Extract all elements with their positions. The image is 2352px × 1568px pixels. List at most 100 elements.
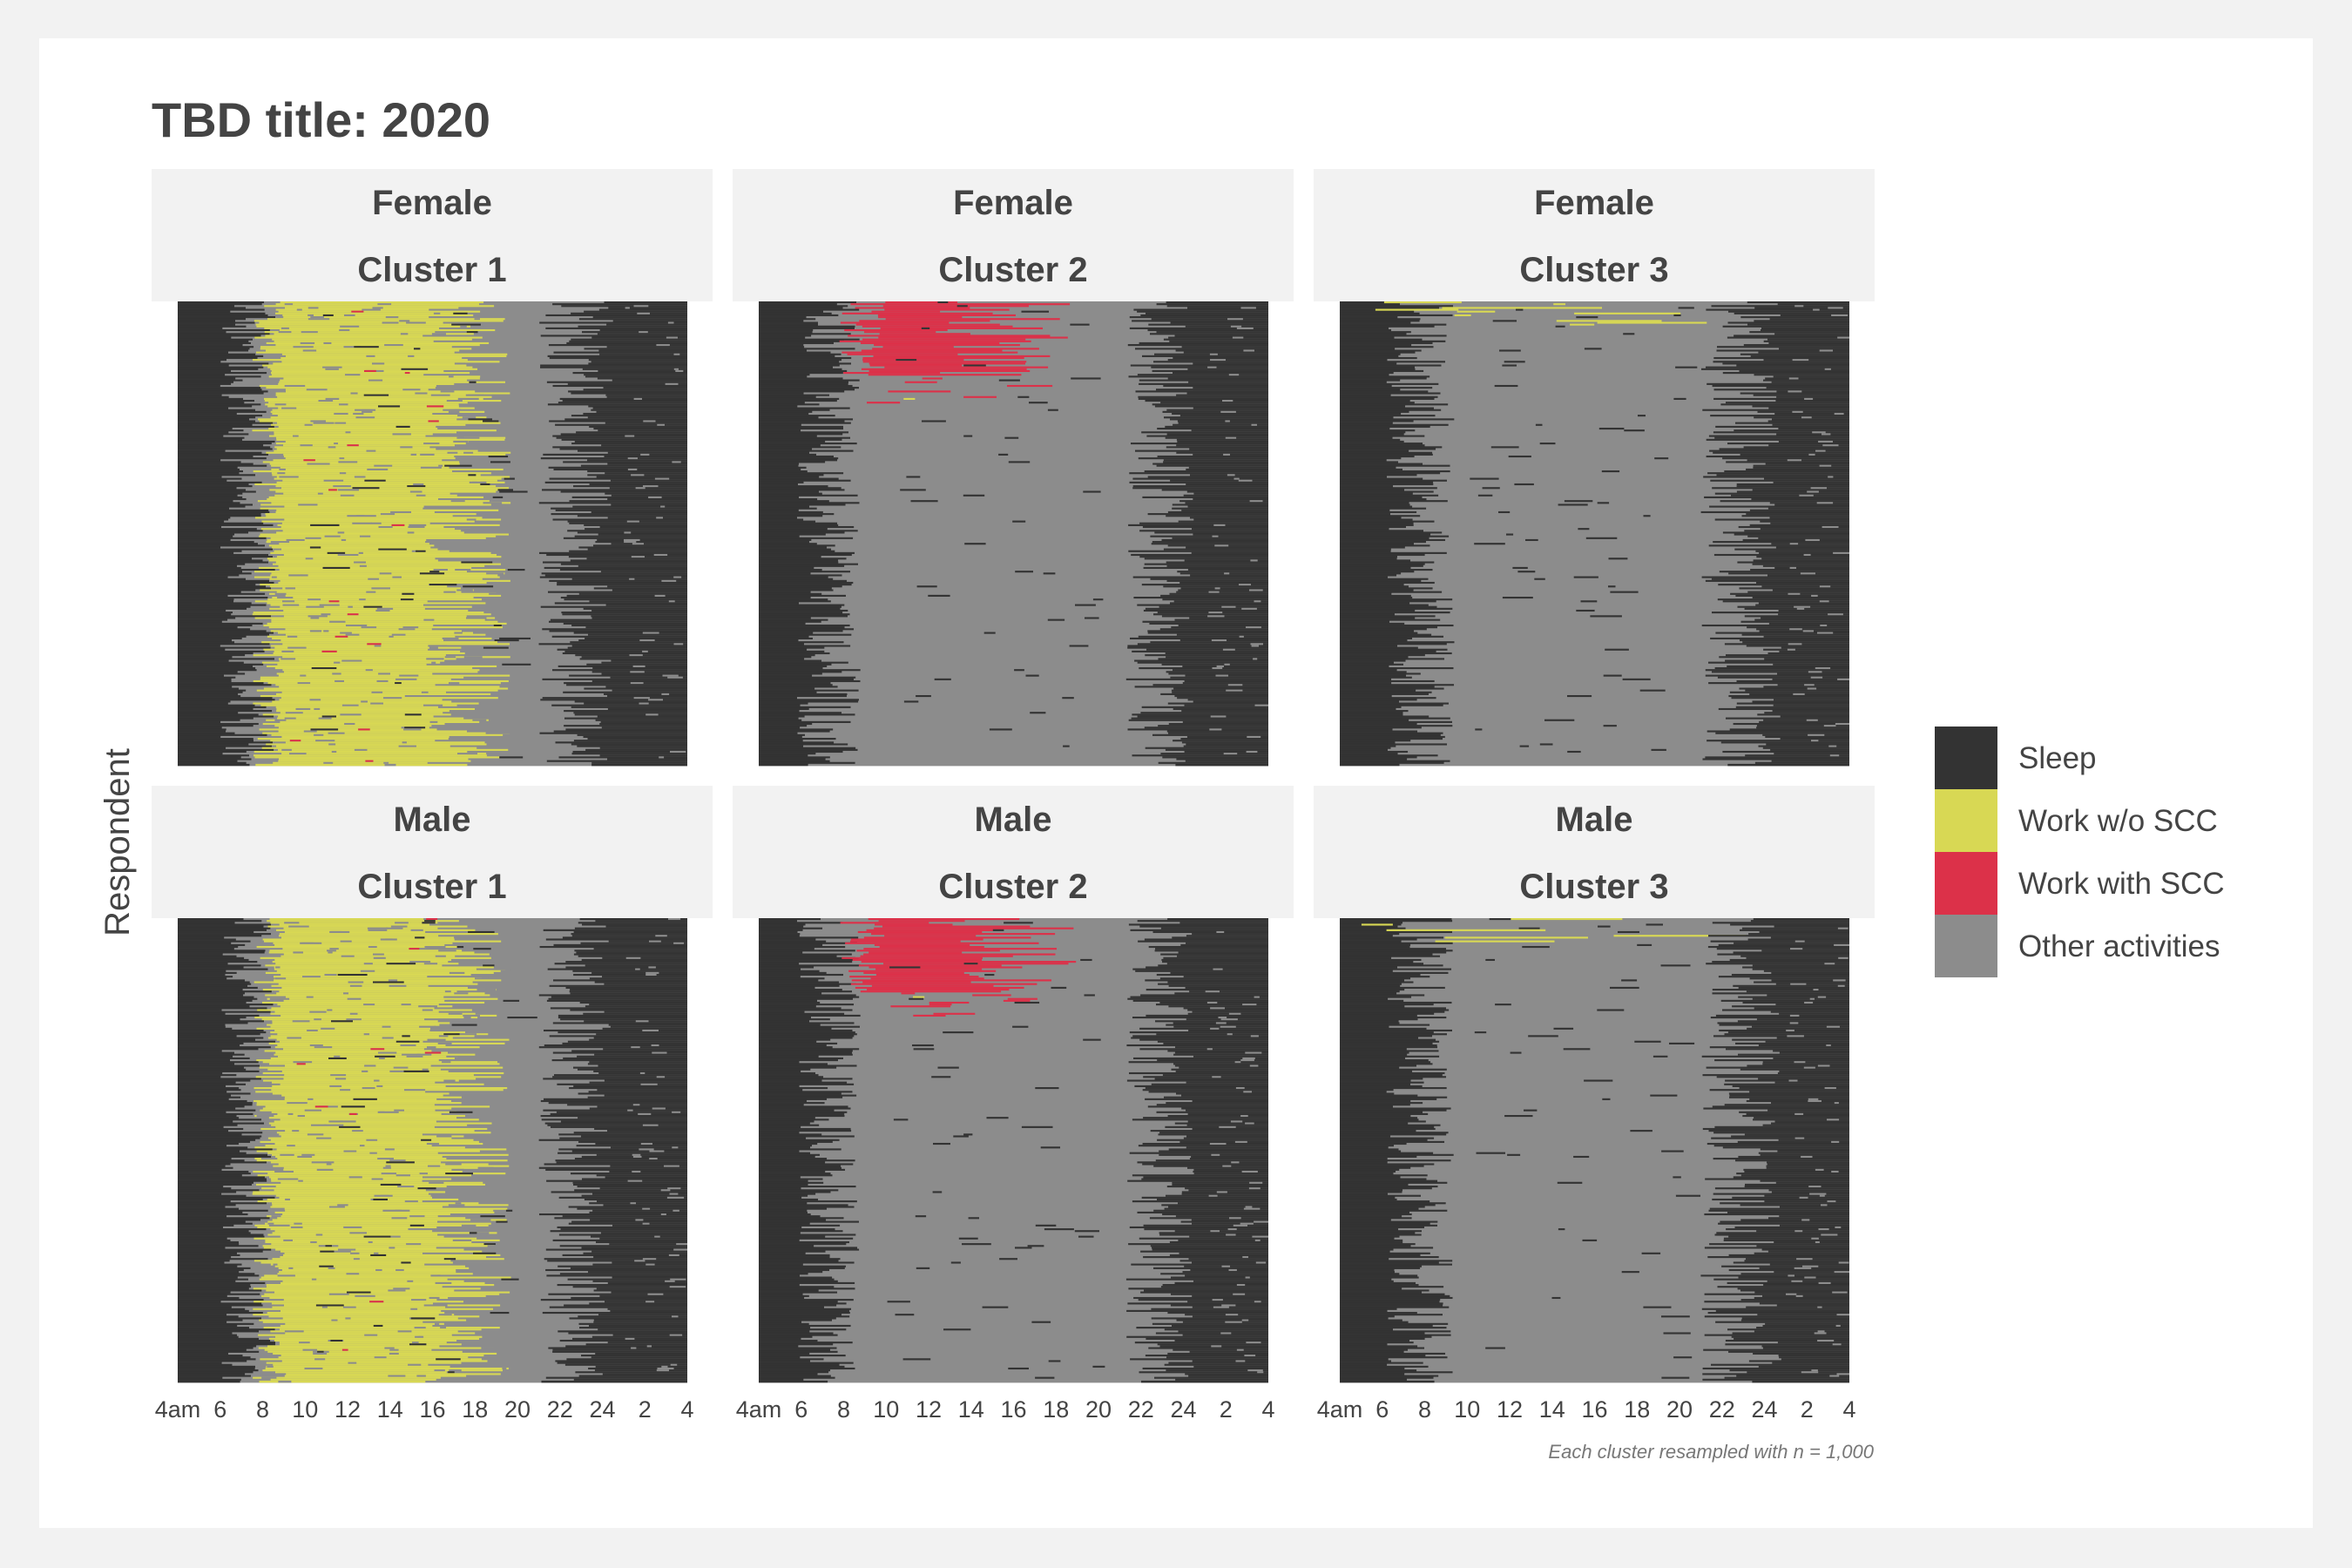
heatmap-cell <box>178 700 231 703</box>
heatmap-cell <box>1126 1079 1268 1082</box>
heatmap-cell <box>178 1173 251 1175</box>
heatmap-cell <box>549 620 687 624</box>
heatmap-cell <box>759 397 840 401</box>
heatmap-cell <box>797 405 1268 408</box>
heatmap-cell <box>553 351 687 355</box>
heatmap-cell <box>759 1014 861 1017</box>
heatmap-cell <box>557 648 687 652</box>
heatmap-cell <box>253 463 687 465</box>
heatmap-cell <box>1386 459 1849 462</box>
heatmap-cell <box>1811 740 1819 742</box>
heatmap-cell <box>383 761 389 765</box>
heatmap-cell <box>1128 524 1268 527</box>
heatmap-cell <box>354 476 366 478</box>
heatmap-cell <box>560 1120 687 1123</box>
heatmap-cell <box>262 559 687 562</box>
heatmap-cell <box>284 303 294 306</box>
heatmap-cell <box>178 920 262 923</box>
heatmap-cell <box>1749 331 1849 334</box>
heatmap-cell <box>1398 355 1849 358</box>
heatmap-cell <box>1163 338 1268 341</box>
heatmap-cell <box>759 635 809 639</box>
heatmap-cell <box>1779 650 1849 653</box>
heatmap-cell <box>589 1107 687 1110</box>
heatmap-cell <box>178 564 238 568</box>
heatmap-cell <box>420 466 442 470</box>
heatmap-cell <box>226 1215 688 1218</box>
heatmap-cell <box>1153 613 1268 616</box>
heatmap-cell <box>178 308 265 312</box>
heatmap-cell <box>178 1265 238 1268</box>
heatmap-cell <box>1167 1050 1268 1052</box>
heatmap-cell <box>1182 682 1268 685</box>
heatmap-cell <box>345 431 351 434</box>
heatmap-cell <box>1744 615 1849 618</box>
heatmap-cell <box>252 429 497 432</box>
heatmap-cell <box>178 743 249 746</box>
heatmap-cell <box>759 700 859 703</box>
heatmap-cell <box>1701 576 1849 579</box>
heatmap-cell <box>852 1078 1268 1080</box>
heatmap-cell <box>1127 646 1268 650</box>
heatmap-cell <box>1742 641 1849 644</box>
heatmap-cell <box>1174 1051 1268 1054</box>
heatmap-cell <box>1340 344 1412 347</box>
heatmap-cell <box>1763 648 1849 652</box>
heatmap-cell <box>1176 451 1268 455</box>
heatmap-cell <box>625 307 630 309</box>
heatmap-cell <box>276 672 433 675</box>
heatmap-cell <box>1828 613 1843 616</box>
heatmap-cell <box>178 1356 251 1359</box>
heatmap-cell <box>265 1239 500 1242</box>
heatmap-cell <box>262 1321 423 1324</box>
heatmap-cell <box>1445 361 1849 363</box>
heatmap-cell <box>380 938 393 941</box>
heatmap-cell <box>178 1099 247 1103</box>
heatmap-cell <box>1754 618 1849 622</box>
heatmap-cell <box>270 446 687 449</box>
heatmap-cell <box>584 310 687 314</box>
heatmap-cell <box>178 538 231 542</box>
heatmap-cell <box>759 1085 800 1088</box>
heatmap-cell <box>1564 500 1593 503</box>
heatmap-cell <box>310 420 326 422</box>
heatmap-cell <box>409 961 431 963</box>
heatmap-cell <box>1726 717 1849 720</box>
heatmap-cell <box>178 1187 232 1190</box>
heatmap-cell <box>759 923 806 926</box>
heatmap-cell <box>178 1117 240 1119</box>
heatmap-cell <box>627 468 638 471</box>
heatmap-cell <box>877 314 1016 317</box>
heatmap-cell <box>1448 403 1849 406</box>
heatmap-cell <box>595 541 687 544</box>
heatmap-cell <box>308 615 328 618</box>
heatmap-cell <box>391 633 406 637</box>
heatmap-cell <box>573 1378 687 1382</box>
heatmap-cell <box>1145 979 1268 982</box>
heatmap-cell <box>805 923 1268 926</box>
heatmap-cell <box>1436 605 1849 609</box>
heatmap-cell <box>1340 461 1398 463</box>
heatmap-cell <box>328 1057 347 1060</box>
heatmap-cell <box>280 525 444 529</box>
heatmap-cell <box>549 579 687 583</box>
heatmap-cell <box>1429 375 1849 378</box>
heatmap-cell <box>852 958 983 962</box>
heatmap-cell <box>759 658 805 660</box>
heatmap-cell <box>567 646 687 650</box>
heatmap-cell <box>1761 558 1849 560</box>
heatmap-cell <box>839 397 1268 401</box>
heatmap-cell <box>243 470 687 473</box>
heatmap-cell <box>569 550 687 553</box>
heatmap-cell <box>543 1078 687 1080</box>
heatmap-cell <box>1340 423 1449 427</box>
heatmap-cell <box>1415 351 1849 355</box>
heatmap-cell <box>260 584 449 586</box>
heatmap-cell <box>1340 648 1448 652</box>
heatmap-cell <box>821 556 1268 558</box>
heatmap-cell <box>398 745 416 748</box>
heatmap-cell <box>598 1064 687 1067</box>
heatmap-cell <box>577 531 687 534</box>
heatmap-cell <box>1389 620 1849 624</box>
heatmap-cell <box>1170 602 1268 605</box>
